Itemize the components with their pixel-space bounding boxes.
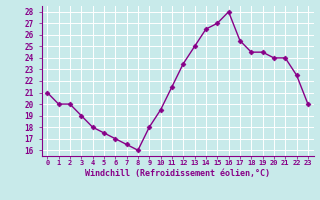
X-axis label: Windchill (Refroidissement éolien,°C): Windchill (Refroidissement éolien,°C) [85, 169, 270, 178]
